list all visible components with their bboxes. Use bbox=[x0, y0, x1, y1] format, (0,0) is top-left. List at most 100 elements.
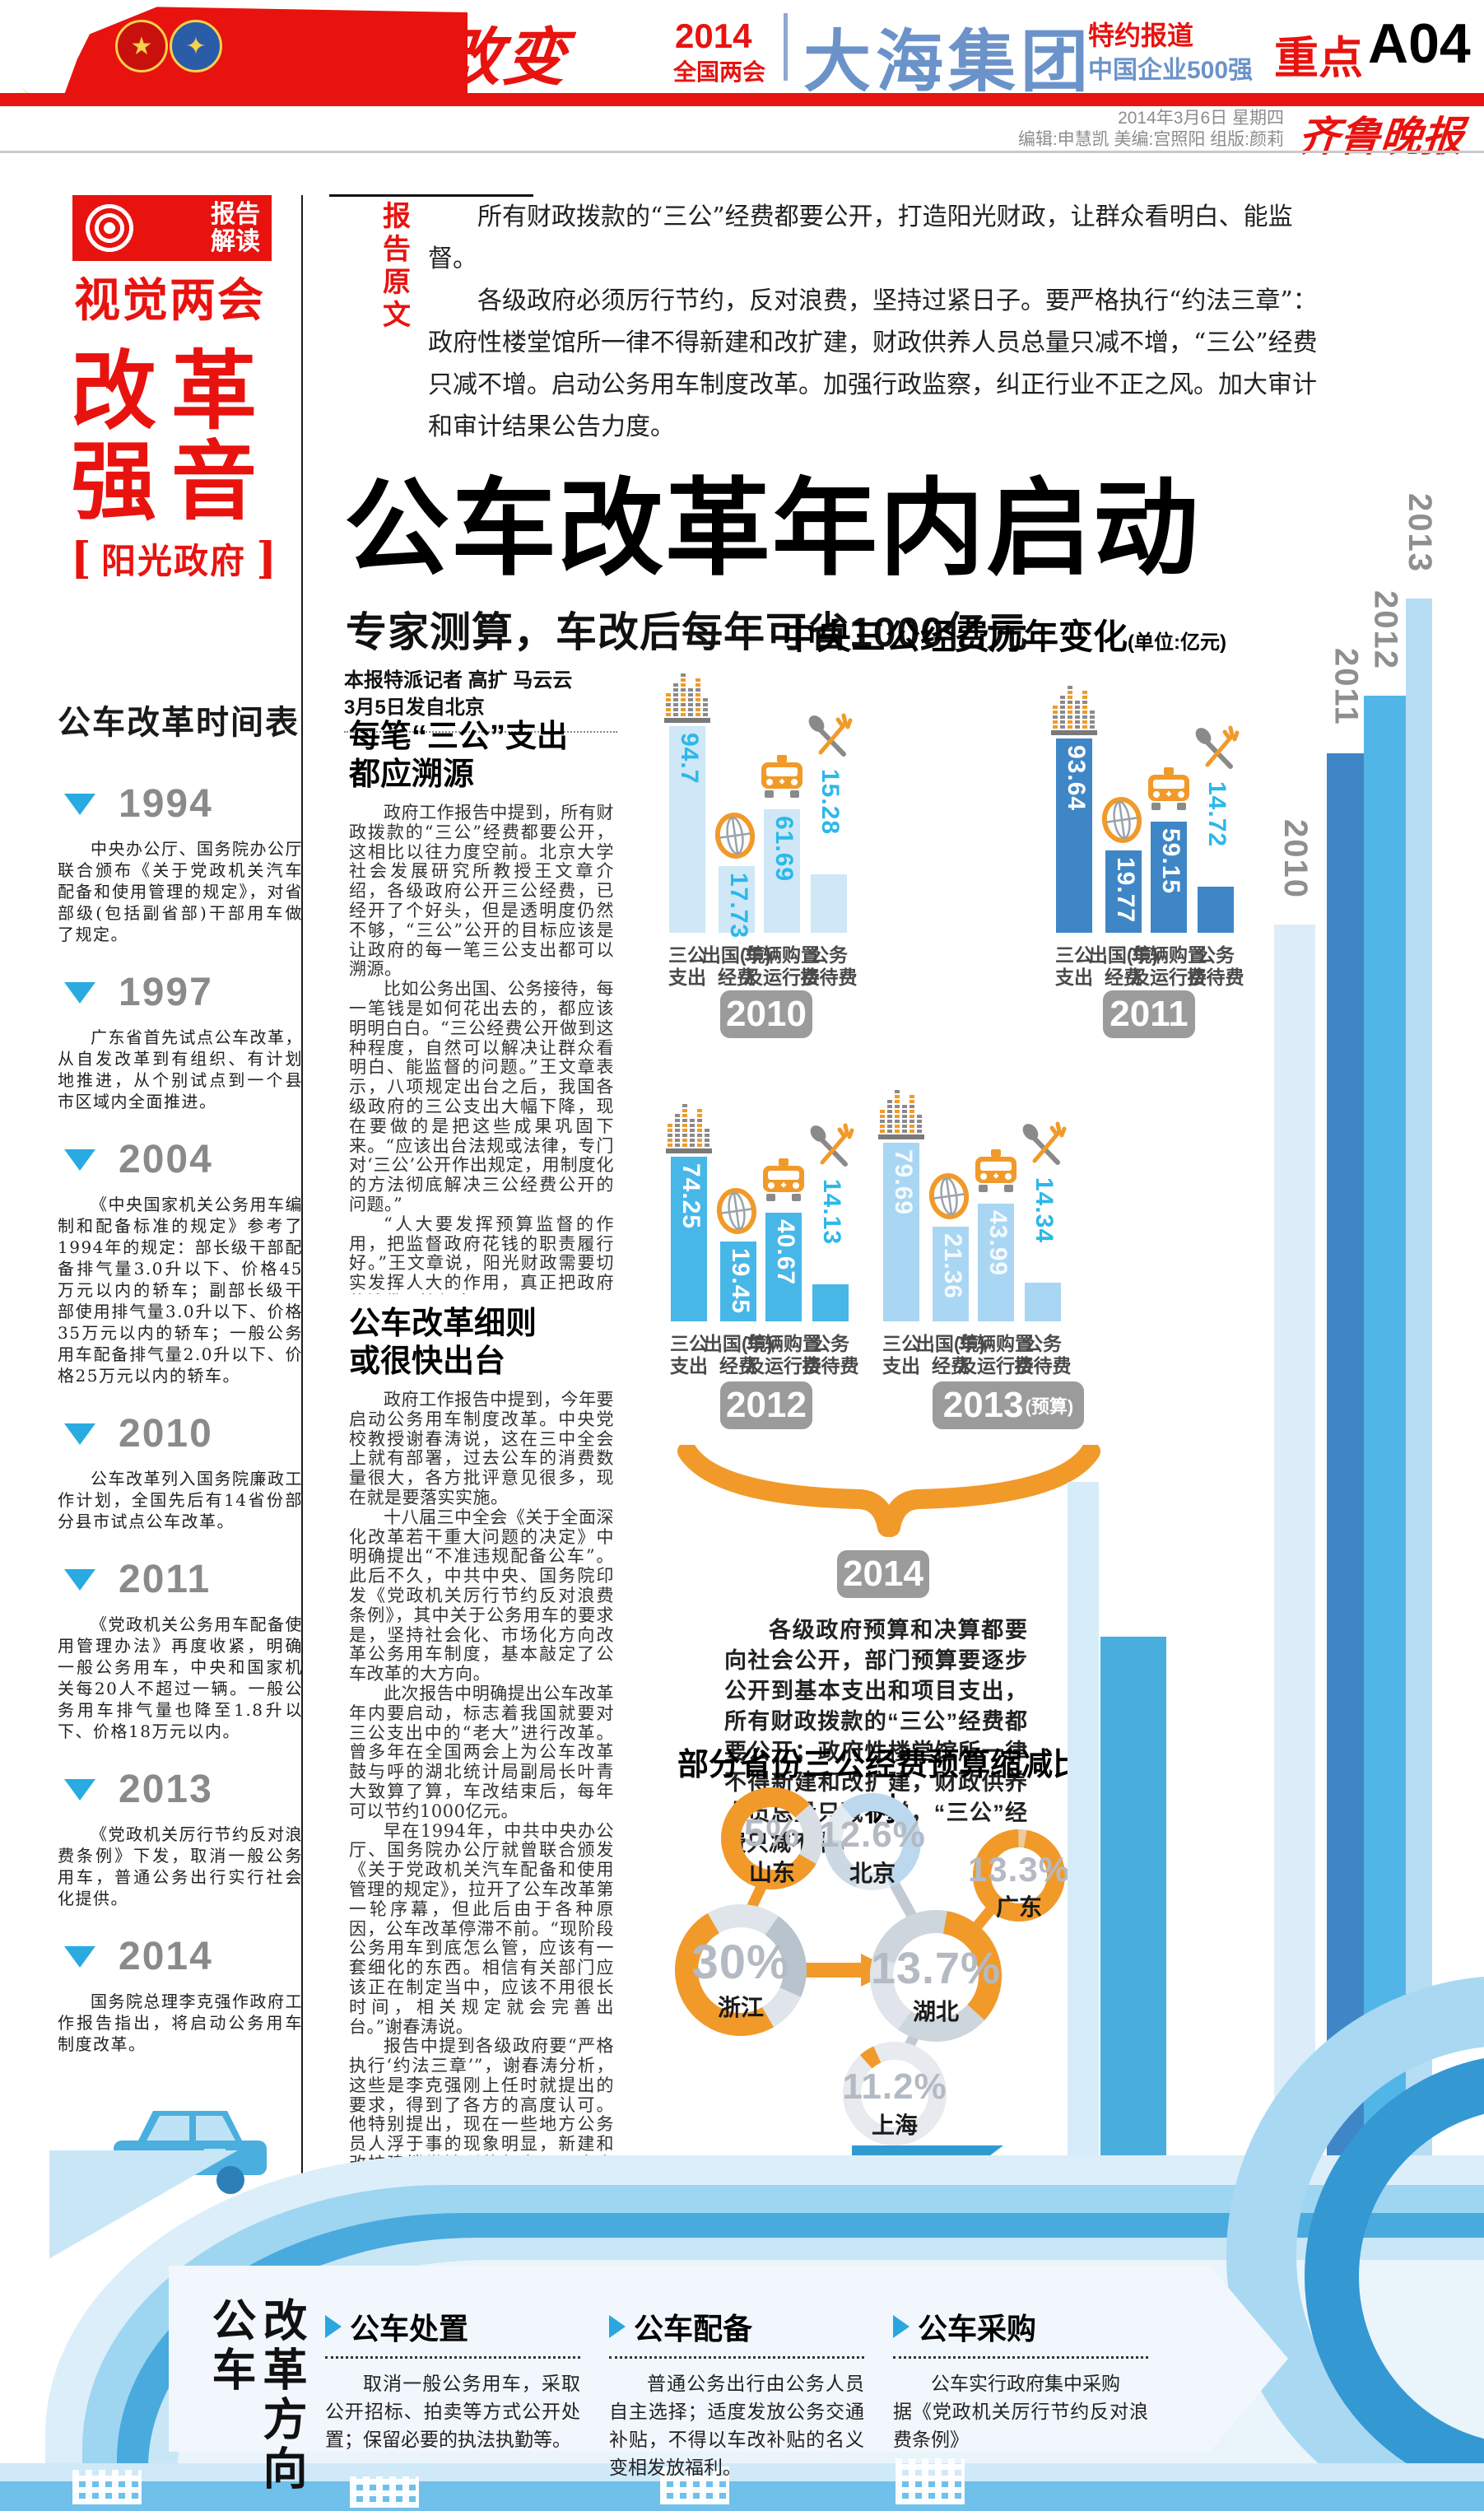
bar-2011-1 bbox=[1105, 850, 1142, 933]
city-icon bbox=[877, 1088, 926, 1145]
building-windows bbox=[896, 2458, 965, 2504]
page-number: A04 bbox=[1368, 12, 1471, 75]
column-divider bbox=[301, 195, 303, 2179]
bar-value: 59.15 bbox=[1157, 828, 1184, 895]
car-icon bbox=[1144, 767, 1193, 819]
section-label: 重点 bbox=[1274, 34, 1363, 83]
bar-value: 74.25 bbox=[677, 1163, 705, 1230]
province-ring-label: 11.2% 上海 bbox=[842, 2066, 947, 2138]
year-pill-2012: 2012 bbox=[720, 1381, 812, 1429]
direction-panel bbox=[169, 2266, 1288, 2452]
article-paragraph: 政府工作报告中提到，今年要启动公务用车制度改革。中央党校教授谢春涛说，这在三中全… bbox=[349, 1390, 614, 1507]
bar-2013-0 bbox=[883, 1143, 919, 1321]
sub-headline: 专家测算，车改后每年可省1000亿元 bbox=[346, 609, 1029, 655]
category-label: 三公 支出 bbox=[670, 1333, 708, 1377]
bar-value: 94.7 bbox=[676, 733, 703, 785]
province-ring-label: 30% 浙江 bbox=[691, 1935, 790, 2020]
bar-2010-2 bbox=[764, 809, 800, 933]
dotted-divider bbox=[609, 2356, 864, 2359]
year-bar-label: 2012 bbox=[1367, 590, 1404, 670]
bar-value: 14.72 bbox=[1203, 781, 1230, 848]
article-paragraph: 十八届三中全会《关于全面深化改革若干重大问题的决定》中明确提出“不准违规配备公车… bbox=[349, 1507, 614, 1684]
city-icon bbox=[663, 672, 712, 729]
province-reduction-bubbles: 5% 山东 12.6% 北京 13.3% 广东 30% 浙江 13.7% 湖北 11.2% 上海 bbox=[650, 1778, 1111, 2165]
year-bar-label: 2010 bbox=[1277, 819, 1314, 899]
main-headline: 公车改革年内启动 bbox=[344, 470, 1201, 588]
bar-2012-2 bbox=[765, 1213, 802, 1321]
car-icon bbox=[757, 755, 807, 807]
year-pill-2010: 2010 bbox=[720, 990, 812, 1038]
excerpt-paragraph: 所有财政拨款的“三公”经费都要公开，打造阳光财政，让群众看明白、能监督。 bbox=[428, 203, 1293, 273]
category-label: 三公 支出 bbox=[882, 1333, 920, 1377]
timeline-item: 2004 《中央国家机关公务用车编制和配备标准的规定》参考了1994年的规定：部… bbox=[58, 1138, 303, 1386]
province-ring-label: 5% 山东 bbox=[743, 1810, 801, 1885]
sponsor-tag-2: 中国企业500强 bbox=[1088, 57, 1254, 84]
triangle-down-icon bbox=[64, 1945, 95, 1968]
globe-icon bbox=[926, 1172, 972, 1224]
bar-value: 19.45 bbox=[727, 1248, 754, 1315]
byline: 本报特派记者 高扩 马云云 3月5日发自北京 bbox=[344, 667, 617, 733]
globe-icon bbox=[1099, 796, 1145, 848]
category-label: 公务 接待费 bbox=[800, 944, 858, 988]
bar-value: 61.69 bbox=[770, 816, 798, 883]
category-label: 车辆购置 及运行费 bbox=[1131, 944, 1207, 988]
province-ring-label: 13.3% 广东 bbox=[967, 1849, 1071, 1920]
triangle-down-icon bbox=[64, 793, 95, 815]
bar-2011-0 bbox=[1056, 738, 1092, 933]
globe-icon bbox=[712, 812, 758, 864]
triangle-right-icon bbox=[893, 2315, 909, 2338]
staff-credits: 编辑:申慧凯 美编:宫照阳 组版:颜莉 bbox=[1017, 130, 1284, 149]
year-bar-2011 bbox=[1327, 753, 1364, 2260]
bar-2012-3 bbox=[812, 1284, 849, 1321]
bubble-chart-title: 部分省份三公经费预算缩减比例 bbox=[677, 1748, 1084, 1828]
topic-tag: [ 阳光政府 ] bbox=[71, 533, 277, 584]
triangle-down-icon bbox=[64, 1778, 95, 1801]
city-icon bbox=[664, 1102, 714, 1159]
red-strip bbox=[0, 93, 1484, 106]
horizontal-rule bbox=[0, 151, 1484, 153]
chart-unit: (单位:亿元) bbox=[1128, 631, 1226, 654]
timeline-item: 2013 《党政机关厉行节约反对浪费条例》下发，取消一般公务用车，普通公务出行实… bbox=[58, 1768, 303, 1908]
header-banner: ★ ✦ 我们在改变 2014 全国两会 大海集团 特约报道 中国企业500强 重… bbox=[0, 0, 1484, 119]
triangle-down-icon bbox=[64, 981, 95, 1004]
topic-label: 阳光政府 bbox=[100, 542, 246, 580]
excerpt-paragraph: 各级政府必须厉行节约，反对浪费，坚持过紧日子。要严格执行“约法三章”：政府性楼堂… bbox=[428, 287, 1318, 441]
bar-2012-1 bbox=[720, 1242, 756, 1321]
bar-2010-1 bbox=[719, 866, 755, 933]
category-label: 车辆购置 及运行费 bbox=[746, 1333, 821, 1377]
bottom-strip bbox=[0, 2481, 1484, 2511]
category-label: 公务 接待费 bbox=[1187, 944, 1244, 988]
timeline-title: 公车改革时间表 bbox=[58, 705, 300, 741]
category-label: 三公 支出 bbox=[668, 944, 706, 988]
deco-bar bbox=[1068, 1482, 1099, 2260]
article-paragraph: 早在1994年，中共中央办公厅、国务院办公厅就曾联合颁发《关于党政机关汽车配备和… bbox=[349, 1820, 614, 2037]
badge-line1: 报告 bbox=[211, 201, 260, 228]
year-2014-pill: 2014 bbox=[837, 1550, 929, 1598]
cppcc-emblem-icon: ✦ bbox=[170, 20, 222, 72]
building-windows bbox=[660, 2467, 729, 2504]
food-icon bbox=[806, 1123, 855, 1176]
report-badge: 报告 解读 bbox=[72, 195, 272, 261]
bar-value: 15.28 bbox=[816, 769, 844, 836]
year-pill-2011: 2011 bbox=[1103, 990, 1195, 1038]
car-reform-timeline: 公车改革时间表 1994 中央办公厅、国务院办公厅联合颁布《关于党政机关汽车配备… bbox=[58, 696, 303, 2080]
food-icon bbox=[1018, 1121, 1068, 1175]
orange-brace bbox=[677, 1445, 1100, 1537]
session-year: 2014 bbox=[675, 16, 752, 55]
timeline-item: 1997 广东省首先试点公车改革，从自发改革到有组织、有计划地推进，从个别试点到… bbox=[58, 971, 303, 1111]
car-icon bbox=[759, 1158, 808, 1210]
bar-2011-2 bbox=[1151, 822, 1187, 933]
building-windows bbox=[72, 2470, 142, 2504]
bar-2013-3 bbox=[1025, 1283, 1061, 1321]
category-label: 公务 接待费 bbox=[1014, 1333, 1072, 1377]
category-label: 出国(境) 经费 bbox=[701, 944, 772, 988]
category-label: 公务 接待费 bbox=[802, 1333, 859, 1377]
food-icon bbox=[804, 713, 854, 766]
column-title: 改革 强音 bbox=[71, 340, 272, 532]
bar-value: 43.99 bbox=[984, 1210, 1012, 1277]
bar-2013-2 bbox=[978, 1204, 1014, 1321]
series-title: 视觉两会 bbox=[74, 274, 265, 326]
rule-segment bbox=[329, 194, 533, 197]
car-icon bbox=[971, 1149, 1021, 1201]
bar-value: 17.73 bbox=[725, 873, 752, 939]
